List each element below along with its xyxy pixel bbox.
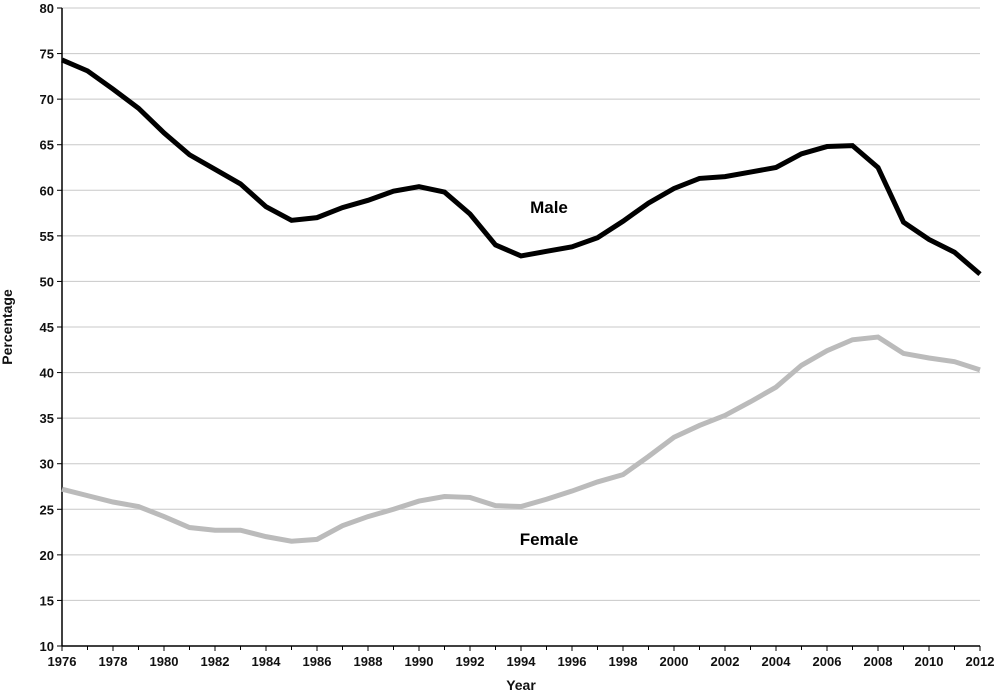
x-tick-label: 1998 xyxy=(609,654,638,669)
series-line-female xyxy=(61,334,981,544)
x-tick-label: 2010 xyxy=(915,654,944,669)
y-tick-label: 25 xyxy=(40,502,54,517)
x-tick-label: 2008 xyxy=(864,654,893,669)
series-label-female: Female xyxy=(520,530,579,549)
x-tick-label: 1978 xyxy=(99,654,128,669)
x-tick-label: 1990 xyxy=(405,654,434,669)
y-tick-label: 60 xyxy=(40,183,54,198)
y-tick-label: 15 xyxy=(40,593,54,608)
gridlines xyxy=(62,7,980,647)
y-tick-label: 35 xyxy=(40,411,54,426)
y-tick-label: 55 xyxy=(40,229,54,244)
x-tick-label: 1986 xyxy=(303,654,332,669)
y-tick-label: 45 xyxy=(40,320,54,335)
y-tick-label: 50 xyxy=(40,274,54,289)
y-tick-label: 70 xyxy=(40,92,54,107)
x-tick-labels: 1976 1978 1980 1982 1984 1986 1988 1990 1992 1994… xyxy=(48,654,995,669)
y-tick-label: 75 xyxy=(40,47,54,62)
x-tick-label: 2004 xyxy=(762,654,792,669)
y-axis-title: Percentage xyxy=(0,289,15,365)
y-tick-label: 10 xyxy=(40,639,54,654)
series-line-male xyxy=(61,57,982,277)
x-tick-label: 1992 xyxy=(456,654,485,669)
axes xyxy=(57,7,981,651)
x-tick-label: 2000 xyxy=(660,654,689,669)
series-lines xyxy=(61,57,982,544)
x-tick-label: 2006 xyxy=(813,654,842,669)
x-axis-title: Year xyxy=(506,677,536,693)
y-tick-label: 65 xyxy=(40,138,54,153)
y-tick-label: 40 xyxy=(40,366,54,381)
y-tick-label: 30 xyxy=(40,457,54,472)
x-tick-label: 1982 xyxy=(201,654,230,669)
x-tick-label: 2002 xyxy=(711,654,740,669)
x-tick-label: 2012 xyxy=(966,654,995,669)
series-label-male: Male xyxy=(530,198,568,217)
y-tick-label: 80 xyxy=(40,1,54,16)
x-tick-label: 1988 xyxy=(354,654,383,669)
x-tick-label: 1984 xyxy=(252,654,282,669)
x-tick-label: 1976 xyxy=(48,654,77,669)
y-tick-label: 20 xyxy=(40,548,54,563)
x-tick-label: 1980 xyxy=(150,654,179,669)
x-tick-label: 1994 xyxy=(507,654,537,669)
y-tick-labels: 10 15 20 25 30 35 40 45 50 55 60 65 70 75 80 xyxy=(40,1,54,654)
x-tick-label: 1996 xyxy=(558,654,587,669)
